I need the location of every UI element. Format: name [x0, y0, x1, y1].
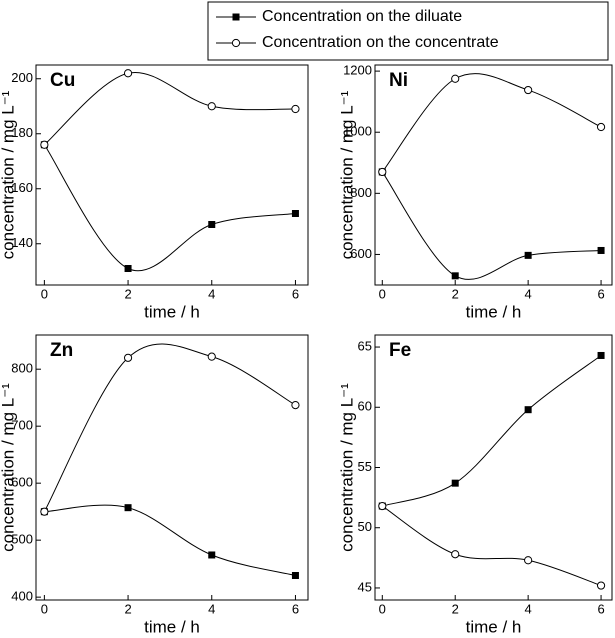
- marker: [291, 571, 299, 579]
- y-axis-label: concentration / mg L⁻¹: [0, 90, 17, 259]
- marker: [291, 104, 300, 114]
- x-tick-label: 4: [525, 286, 532, 301]
- x-tick-label: 6: [597, 286, 604, 301]
- y-tick-label: 1000: [343, 124, 372, 139]
- x-tick-label: 4: [208, 601, 215, 616]
- x-axis-label: time / h: [144, 617, 200, 636]
- marker: [596, 581, 606, 590]
- x-axis-label: time / h: [466, 617, 522, 636]
- marker: [208, 221, 216, 228]
- marker: [123, 353, 133, 362]
- y-tick-label: 160: [11, 180, 33, 195]
- marker: [451, 550, 460, 559]
- marker: [40, 507, 49, 516]
- plot-frame: [35, 334, 309, 601]
- y-tick-label: 1200: [343, 63, 372, 78]
- legend-box: [207, 1, 609, 61]
- y-tick-label: 50: [358, 519, 372, 534]
- y-tick-label: 60: [358, 399, 372, 414]
- y-tick-label: 600: [11, 475, 33, 490]
- y-tick-label: 500: [11, 532, 33, 547]
- x-tick-label: 6: [597, 601, 604, 616]
- x-tick-label: 2: [452, 601, 459, 616]
- series-line: [381, 171, 602, 280]
- marker: [124, 265, 132, 272]
- marker: [524, 85, 533, 95]
- panel-title: Fe: [389, 340, 411, 361]
- y-tick-label: 800: [11, 361, 33, 376]
- y-axis-label: concentration / mg L⁻¹: [337, 383, 356, 552]
- marker: [451, 479, 459, 487]
- y-tick-label: 180: [11, 125, 33, 140]
- marker: [207, 102, 216, 111]
- y-tick-label: 65: [358, 338, 372, 353]
- y-tick-label: 200: [11, 70, 33, 85]
- x-tick-label: 6: [292, 286, 299, 301]
- marker: [123, 69, 133, 78]
- y-tick-label: 140: [11, 235, 33, 250]
- y-tick-label: 400: [11, 589, 33, 604]
- x-tick-label: 2: [124, 286, 131, 301]
- x-tick-label: 2: [452, 286, 459, 301]
- x-tick-label: 4: [208, 286, 215, 301]
- y-tick-label: 55: [358, 459, 372, 474]
- series-line: [381, 73, 602, 173]
- legend-label: Concentration on the concentrate: [262, 34, 499, 51]
- marker: [597, 246, 605, 254]
- marker: [232, 13, 240, 21]
- plot-frame: [35, 64, 309, 286]
- panel-title: Zn: [50, 340, 73, 361]
- marker: [597, 351, 605, 359]
- marker: [524, 406, 532, 414]
- series-line: [382, 505, 602, 587]
- series-line: [43, 343, 296, 512]
- marker: [291, 400, 300, 410]
- x-tick-label: 0: [379, 286, 386, 301]
- marker: [451, 272, 459, 280]
- series-line: [382, 355, 602, 507]
- series-line: [44, 504, 296, 576]
- marker: [524, 556, 533, 565]
- panel-title: Cu: [50, 70, 75, 91]
- plot-frame: [374, 64, 613, 286]
- x-tick-label: 0: [379, 601, 386, 616]
- marker: [596, 122, 606, 132]
- y-axis-label: concentration / mg L⁻¹: [0, 383, 17, 552]
- x-tick-label: 4: [525, 601, 532, 616]
- x-axis-label: time / h: [144, 302, 200, 321]
- x-tick-label: 0: [41, 601, 48, 616]
- x-tick-label: 0: [41, 286, 48, 301]
- marker: [291, 210, 299, 217]
- panel-title: Ni: [389, 70, 408, 91]
- marker: [231, 38, 241, 48]
- y-tick-label: 700: [11, 418, 33, 433]
- marker: [378, 167, 387, 177]
- x-axis-label: time / h: [466, 302, 522, 321]
- series-line: [43, 144, 296, 272]
- y-axis-label: concentration / mg L⁻¹: [337, 90, 356, 259]
- marker: [40, 140, 49, 149]
- legend-label: Concentration on the diluate: [262, 8, 462, 25]
- series-line: [44, 71, 296, 146]
- y-tick-label: 800: [350, 185, 372, 200]
- marker: [524, 251, 532, 259]
- marker: [124, 504, 132, 512]
- marker: [208, 551, 216, 559]
- x-tick-label: 2: [124, 601, 131, 616]
- y-tick-label: 45: [358, 579, 372, 594]
- x-tick-label: 6: [292, 601, 299, 616]
- plot-frame: [374, 334, 613, 601]
- marker: [207, 352, 216, 361]
- y-tick-label: 600: [350, 246, 372, 261]
- marker: [378, 501, 387, 511]
- marker: [451, 74, 460, 83]
